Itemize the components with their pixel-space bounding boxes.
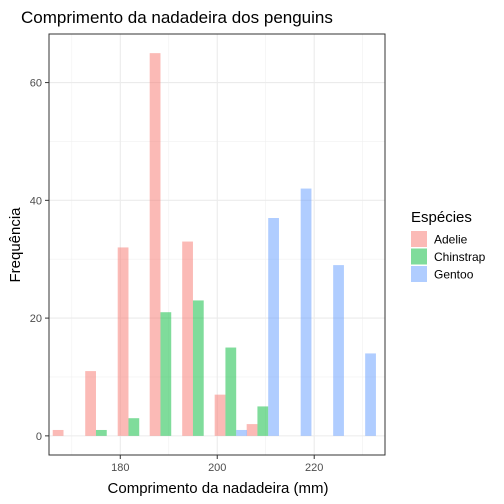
plot-panel xyxy=(48,33,386,456)
y-tick-label: 20 xyxy=(30,313,42,325)
legend-key-adelie xyxy=(411,231,427,247)
bar-adelie xyxy=(85,371,96,436)
bars xyxy=(52,53,376,436)
y-tick-label: 60 xyxy=(30,78,42,90)
x-tick-label: 220 xyxy=(305,462,323,474)
legend-label-adelie: Adelie xyxy=(434,233,468,247)
bar-gentoo xyxy=(300,188,312,436)
legend-title: Espécies xyxy=(411,209,472,226)
bar-adelie xyxy=(117,247,129,436)
bar-gentoo xyxy=(236,429,247,436)
bar-gentoo xyxy=(333,265,344,436)
legend-key-chinstrap xyxy=(411,248,427,265)
legend: Espécies Adelie Chinstrap Gentoo xyxy=(411,209,486,282)
y-axis-title: Frequência xyxy=(7,207,24,283)
bar-adelie xyxy=(149,53,161,436)
legend-label-chinstrap: Chinstrap xyxy=(434,250,486,264)
bar-chinstrap xyxy=(225,347,237,436)
bar-adelie xyxy=(52,429,64,436)
bar-chinstrap xyxy=(160,312,172,436)
x-axis: 180 200 220 xyxy=(111,455,323,474)
x-tick-label: 200 xyxy=(208,462,226,474)
x-axis-title: Comprimento da nadadeira (mm) xyxy=(108,480,329,497)
bar-adelie xyxy=(246,424,258,436)
bar-chinstrap xyxy=(257,406,269,436)
legend-label-gentoo: Gentoo xyxy=(434,268,474,282)
bar-chinstrap xyxy=(192,300,204,436)
legend-key-gentoo xyxy=(411,266,427,282)
bar-gentoo xyxy=(268,218,279,436)
x-tick-label: 180 xyxy=(111,462,129,474)
y-tick-label: 40 xyxy=(30,195,42,207)
bar-chinstrap xyxy=(128,418,140,436)
bar-adelie xyxy=(214,394,226,436)
y-tick-label: 0 xyxy=(36,431,42,443)
bar-gentoo xyxy=(365,353,376,436)
chart-title: Comprimento da nadadeira dos penguins xyxy=(21,8,333,27)
bar-adelie xyxy=(182,241,193,436)
y-axis: 0 20 40 60 xyxy=(30,78,49,443)
bar-chinstrap xyxy=(95,429,107,436)
